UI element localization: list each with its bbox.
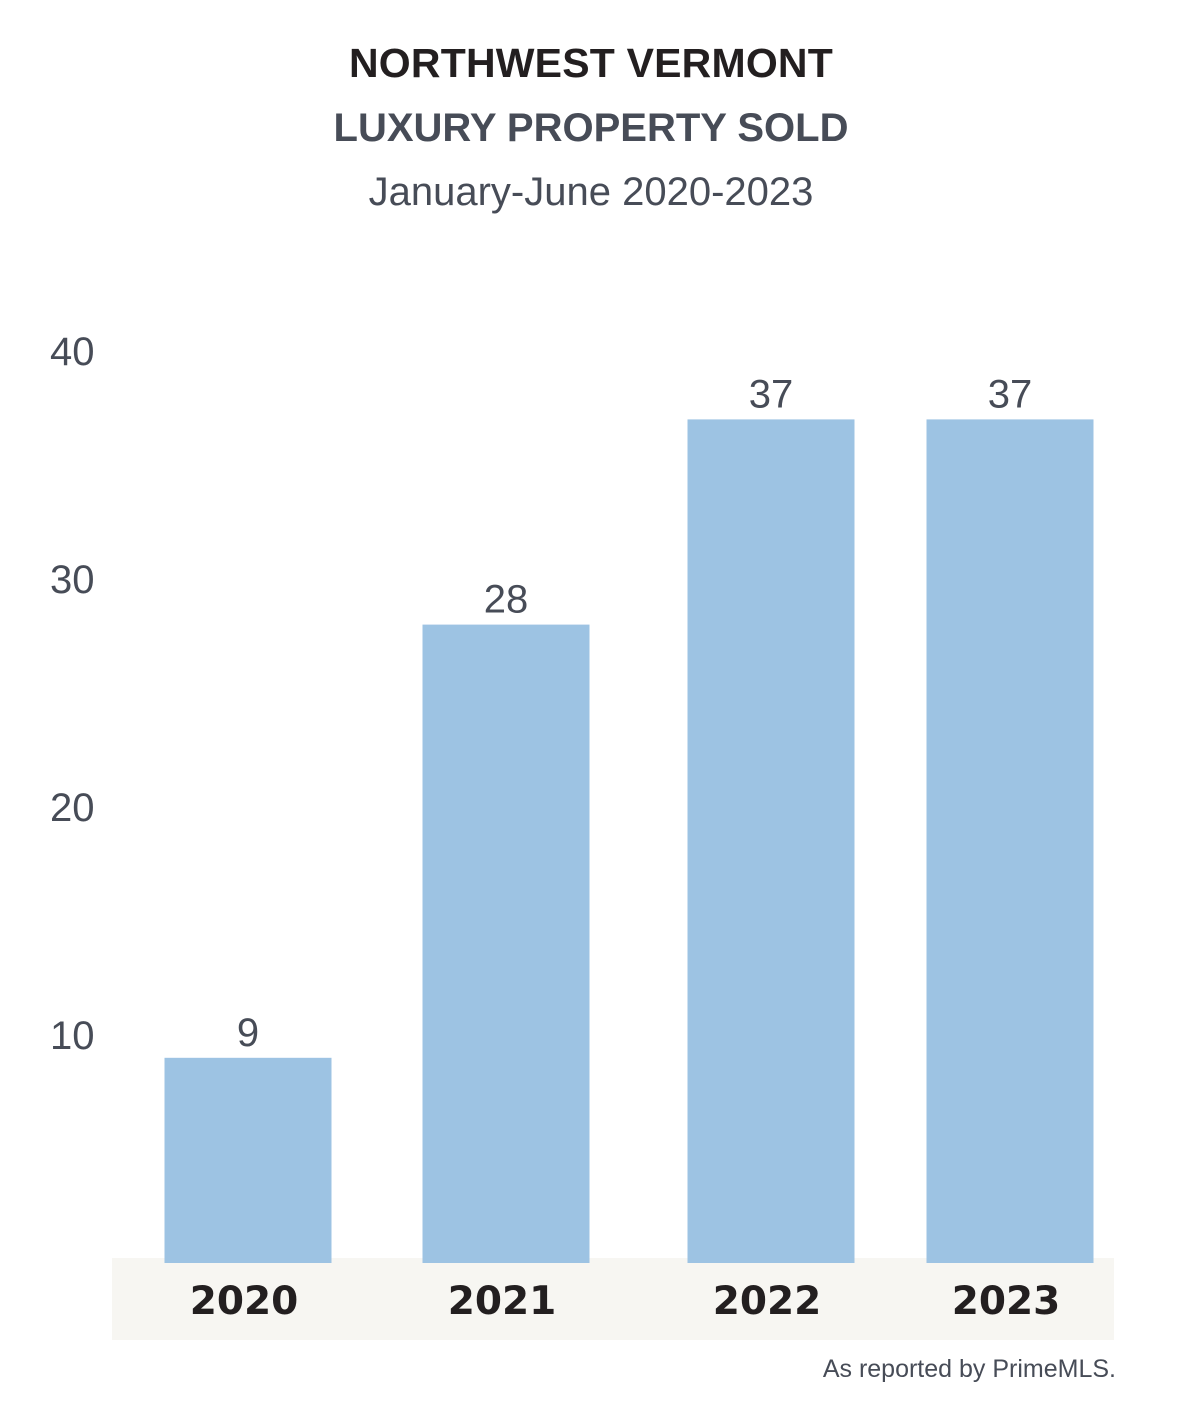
bar-2022 bbox=[687, 419, 855, 1263]
source-note: As reported by PrimeMLS. bbox=[822, 1355, 1116, 1383]
x-axis-band bbox=[112, 1258, 1114, 1340]
data-label: 9 bbox=[237, 1011, 259, 1055]
data-label: 37 bbox=[988, 372, 1033, 416]
x-tick-label: 2023 bbox=[952, 1279, 1061, 1324]
chart-title: NORTHWEST VERMONT bbox=[349, 40, 833, 86]
chart-subtitle: January-June 2020-2023 bbox=[368, 170, 814, 214]
bar-2020 bbox=[164, 1057, 332, 1263]
bar-2021 bbox=[422, 624, 590, 1263]
bar-2023 bbox=[926, 419, 1094, 1263]
x-tick-label: 2021 bbox=[448, 1279, 557, 1324]
y-tick-label: 20 bbox=[50, 786, 95, 830]
x-tick-label: 2020 bbox=[190, 1279, 299, 1324]
y-tick-label: 30 bbox=[50, 558, 95, 602]
y-tick-label: 10 bbox=[50, 1014, 95, 1058]
y-tick-label: 40 bbox=[50, 330, 95, 374]
data-label: 37 bbox=[749, 372, 794, 416]
x-tick-label: 2022 bbox=[713, 1279, 822, 1324]
chart-title-secondary: LUXURY PROPERTY SOLD bbox=[333, 106, 849, 150]
data-label: 28 bbox=[484, 578, 529, 622]
